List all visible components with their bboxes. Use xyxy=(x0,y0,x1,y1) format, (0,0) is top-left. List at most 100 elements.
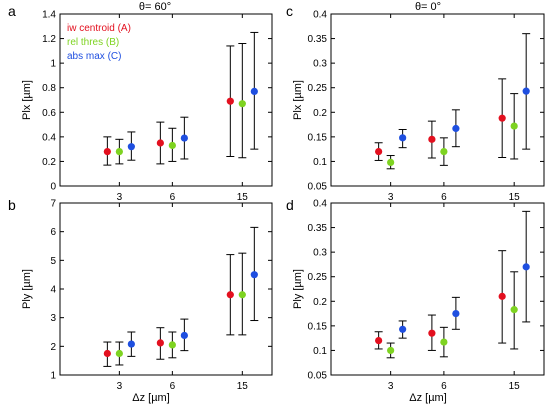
y-tick-label: 1 xyxy=(50,371,56,382)
y-axis-label: Ply [µm] xyxy=(292,269,304,309)
legend-entry-a: iw centroid (A) xyxy=(67,23,131,34)
y-tick-label: 4 xyxy=(50,285,56,296)
y-tick-label: 0.4 xyxy=(42,132,56,143)
data-point xyxy=(399,325,407,333)
y-tick-label: 0.25 xyxy=(308,83,328,94)
y-axis-label: Plx [µm] xyxy=(21,80,33,120)
y-tick-label: 0.05 xyxy=(308,182,328,193)
data-point xyxy=(180,134,188,142)
plot-frame-c xyxy=(330,13,545,187)
y-tick-label: 0.4 xyxy=(313,10,327,21)
x-tick-label: 3 xyxy=(388,192,394,203)
data-point xyxy=(510,122,518,130)
plot-frame-a xyxy=(59,13,273,187)
data-point xyxy=(127,340,135,348)
data-point xyxy=(440,148,448,156)
y-tick-label: 0.15 xyxy=(308,321,328,332)
data-point xyxy=(115,148,123,156)
panel-d: 0.05 0.1 0.15 0.2 0.25 0.3 0.35 0.4 3 6 15 Ply [µm] xyxy=(292,199,545,392)
data-point xyxy=(498,292,506,300)
plot-frame-d xyxy=(330,202,545,376)
y-tick-label: 7 xyxy=(50,199,56,210)
panel-c-title: θ= 0° xyxy=(415,1,441,13)
x-tick-label: 6 xyxy=(170,192,176,203)
data-point xyxy=(226,97,234,105)
y-tick-label: 0.15 xyxy=(308,132,328,143)
data-point xyxy=(226,291,234,299)
y-tick-label: 3 xyxy=(50,313,56,324)
data-point xyxy=(250,271,258,279)
x-tick-label: 3 xyxy=(117,192,123,203)
y-tick-label: 0.2 xyxy=(42,157,56,168)
y-tick-label: 1 xyxy=(50,59,56,70)
data-point xyxy=(452,309,460,318)
y-tick-label: 0.1 xyxy=(313,157,327,168)
data-point xyxy=(250,87,258,95)
y-tick-label: 0.2 xyxy=(313,108,327,119)
x-tick-label: 6 xyxy=(441,381,447,392)
data-point xyxy=(375,148,383,156)
data-point xyxy=(498,114,506,122)
data-point xyxy=(428,135,436,143)
y-tick-label: 0.3 xyxy=(313,59,327,70)
panel-c: 0.05 0.1 0.15 0.2 0.25 0.3 0.35 0.4 3 6 15 Plx [µm] xyxy=(292,10,545,203)
y-tick-label: 0.3 xyxy=(313,248,327,259)
data-point xyxy=(103,349,111,358)
panel-letter-d: d xyxy=(286,197,294,213)
data-point xyxy=(522,87,530,95)
data-point xyxy=(375,337,383,345)
data-point xyxy=(387,158,395,167)
x-tick-label: 3 xyxy=(388,381,394,392)
panel-letter-b: b xyxy=(8,197,16,213)
data-point xyxy=(399,134,407,142)
plot-frame-b xyxy=(59,202,273,376)
y-tick-label: 0.1 xyxy=(313,346,327,357)
data-point xyxy=(180,331,188,340)
x-tick-label: 15 xyxy=(237,381,249,392)
data-point xyxy=(452,124,460,133)
data-point xyxy=(522,263,530,271)
panel-letter-c: c xyxy=(286,3,293,19)
y-tick-label: 0.8 xyxy=(42,83,56,94)
legend-entry-b: rel thres (B) xyxy=(67,37,119,48)
data-point xyxy=(103,148,111,156)
x-tick-label: 6 xyxy=(170,381,176,392)
data-point xyxy=(440,338,448,346)
data-point xyxy=(238,291,246,299)
panel-b: 1 2 3 4 5 6 7 3 6 15 Ply [µm] xyxy=(21,199,273,392)
y-tick-label: 1.2 xyxy=(42,34,56,45)
data-point xyxy=(510,306,518,314)
data-point xyxy=(168,341,176,349)
panel-letter-a: a xyxy=(8,3,16,19)
y-axis-label: Ply [µm] xyxy=(21,269,33,309)
y-tick-label: 0.25 xyxy=(308,272,328,283)
x-axis-label-right: Δz [µm] xyxy=(409,392,447,404)
legend-entry-c: abs max (C) xyxy=(67,51,121,62)
x-tick-label: 6 xyxy=(441,192,447,203)
x-tick-label: 15 xyxy=(237,192,249,203)
data-point xyxy=(428,329,436,337)
y-tick-label: 0.4 xyxy=(313,199,327,210)
legend: iw centroid (A) rel thres (B) abs max (C… xyxy=(67,23,131,62)
panel-a-title: θ= 60° xyxy=(139,1,171,13)
x-tick-label: 15 xyxy=(509,192,521,203)
data-point xyxy=(387,346,395,355)
y-tick-label: 6 xyxy=(50,227,56,238)
y-tick-label: 2 xyxy=(50,342,56,353)
x-tick-label: 15 xyxy=(509,381,521,392)
panel-a: 0 0.2 0.4 0.6 0.8 1 1.2 1.4 3 6 15 Plx [µm] xyxy=(21,10,273,203)
data-point xyxy=(115,349,123,358)
y-tick-label: 0.35 xyxy=(308,223,328,234)
y-tick-label: 1.4 xyxy=(42,10,56,21)
x-axis-label-left: Δz [µm] xyxy=(132,392,170,404)
y-tick-label: 0.2 xyxy=(313,297,327,308)
data-point xyxy=(156,139,164,147)
data-point xyxy=(156,339,164,347)
y-axis-label: Plx [µm] xyxy=(292,80,304,120)
y-tick-label: 5 xyxy=(50,256,56,267)
data-point xyxy=(127,143,135,151)
data-point xyxy=(168,141,176,150)
y-tick-label: 0.35 xyxy=(308,34,328,45)
y-tick-label: 0.6 xyxy=(42,108,56,119)
